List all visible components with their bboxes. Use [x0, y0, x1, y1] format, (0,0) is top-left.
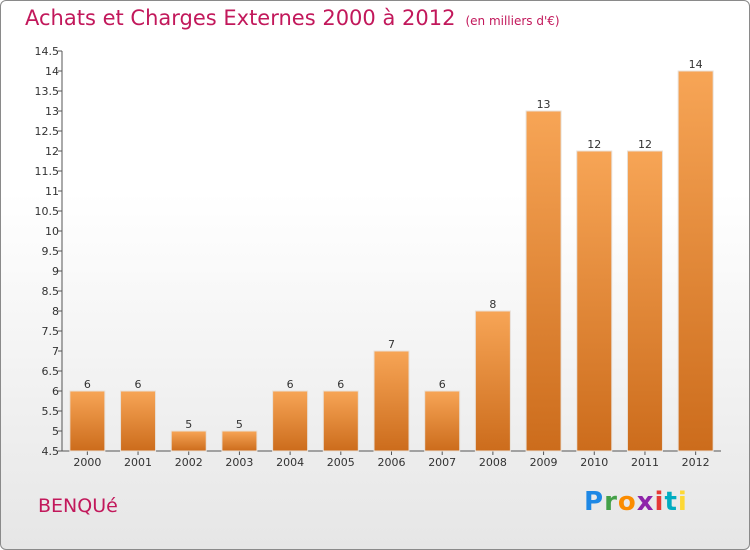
- bar: [272, 390, 309, 452]
- y-tick-label: 8.5: [42, 285, 60, 298]
- logo-letter: P: [584, 487, 605, 517]
- y-tick-label: 8: [52, 305, 59, 318]
- bar-value-label: 6: [287, 378, 294, 391]
- x-tick-label: 2009: [530, 456, 558, 469]
- bar-value-label: 12: [587, 138, 601, 151]
- y-tick-label: 6.5: [42, 365, 60, 378]
- commune-name: BENQUé: [38, 495, 118, 517]
- x-tick-label: 2005: [327, 456, 355, 469]
- y-tick-label: 12: [45, 145, 59, 158]
- logo-letter: o: [617, 487, 637, 517]
- y-tick-label: 7: [52, 345, 59, 358]
- y-tick-label: 11: [45, 185, 59, 198]
- bars: [69, 70, 714, 452]
- x-tick-label: 2010: [580, 456, 608, 469]
- bar-value-label: 13: [537, 98, 551, 111]
- x-tick-label: 2012: [682, 456, 710, 469]
- y-tick-label: 9.5: [42, 245, 60, 258]
- chart-title: Achats et Charges Externes 2000 à 2012 (e…: [25, 6, 560, 30]
- bar-value-label: 6: [135, 378, 142, 391]
- x-tick-label: 2004: [276, 456, 304, 469]
- y-tick-label: 13: [45, 105, 59, 118]
- x-tick-label: 2008: [479, 456, 507, 469]
- bar-value-label: 5: [185, 418, 192, 431]
- logo-letter: x: [636, 487, 655, 517]
- bar: [69, 390, 106, 452]
- y-tick-label: 14: [45, 65, 59, 78]
- x-tick-label: 2003: [225, 456, 253, 469]
- logo-letter: t: [664, 487, 678, 517]
- bar: [221, 430, 258, 452]
- bar-value-label: 6: [84, 378, 91, 391]
- bar: [170, 430, 207, 452]
- y-tick-label: 9: [52, 265, 59, 278]
- y-tick-label: 10.5: [35, 205, 60, 218]
- y-tick-label: 13.5: [35, 85, 60, 98]
- bar-value-label: 6: [337, 378, 344, 391]
- bar-value-label: 5: [236, 418, 243, 431]
- chart-unit: (en milliers d'€): [465, 14, 560, 28]
- y-tick-label: 11.5: [35, 165, 60, 178]
- y-tick-label: 4.5: [42, 445, 60, 458]
- bar: [373, 350, 410, 452]
- value-labels: 6 6 5 5 6 6 7 6 8 13 12 12 14: [84, 58, 703, 431]
- x-tick-label: 2006: [378, 456, 406, 469]
- bar-value-label: 7: [388, 338, 395, 351]
- bar: [120, 390, 157, 452]
- bar-value-label: 12: [638, 138, 652, 151]
- bar-value-label: 14: [689, 58, 703, 71]
- x-tick-label: 2007: [428, 456, 456, 469]
- y-tick-label: 5.5: [42, 405, 60, 418]
- bar: [474, 310, 511, 452]
- logo-letter: i: [677, 487, 688, 517]
- logo-letter: i: [654, 487, 665, 517]
- logo-letter: r: [604, 487, 618, 517]
- proxiti-logo: Proxiti: [584, 487, 688, 517]
- x-tick-label: 2011: [631, 456, 659, 469]
- bar-value-label: 6: [439, 378, 446, 391]
- x-tick-label: 2002: [175, 456, 203, 469]
- bar: [424, 390, 461, 452]
- x-tick-label: 2000: [73, 456, 101, 469]
- bar: [576, 150, 613, 452]
- y-tick-label: 14.5: [35, 45, 60, 58]
- y-tick-label: 10: [45, 225, 59, 238]
- bar: [677, 70, 714, 452]
- bar: [322, 390, 359, 452]
- y-tick-label: 5: [52, 425, 59, 438]
- y-tick-label: 7.5: [42, 325, 60, 338]
- bar-value-label: 8: [489, 298, 496, 311]
- axes: 4.5 5 5.5 6 6.5 7 7.5 8 8.5 9 9.5 10 10.5 11 11.5 12 12.…: [35, 45, 721, 469]
- bar: [626, 150, 663, 452]
- chart-title-text: Achats et Charges Externes 2000 à 2012: [25, 6, 456, 30]
- bar: [525, 110, 562, 452]
- y-tick-label: 6: [52, 385, 59, 398]
- y-tick-label: 12.5: [35, 125, 60, 138]
- x-tick-label: 2001: [124, 456, 152, 469]
